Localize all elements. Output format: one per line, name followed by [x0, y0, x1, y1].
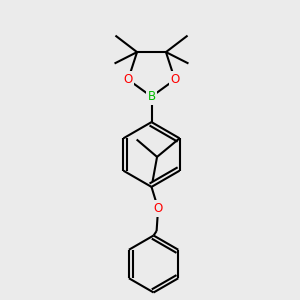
Text: O: O — [124, 73, 133, 86]
Text: B: B — [147, 90, 156, 103]
Text: O: O — [154, 202, 163, 215]
Text: O: O — [170, 73, 179, 86]
